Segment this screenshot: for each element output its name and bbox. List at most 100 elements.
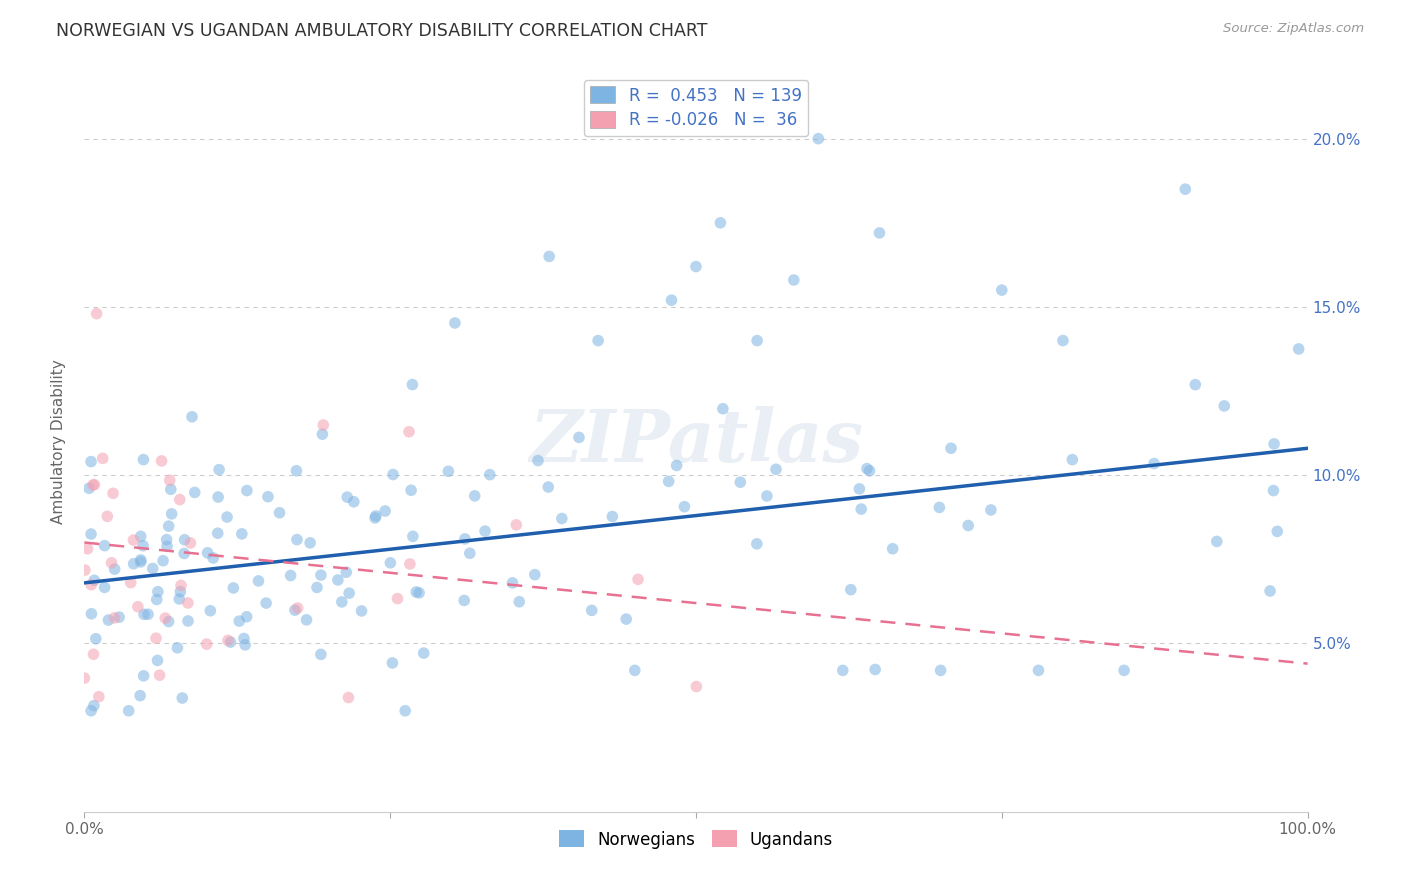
- Point: [169, 492, 191, 507]
- Point: [195, 637, 218, 651]
- Point: [157, 519, 180, 533]
- Point: [311, 427, 333, 442]
- Point: [387, 591, 409, 606]
- Point: [127, 599, 149, 614]
- Point: [474, 524, 496, 538]
- Point: [160, 507, 183, 521]
- Point: [129, 529, 152, 543]
- Point: [215, 510, 238, 524]
- Point: [284, 603, 307, 617]
- Point: [235, 609, 257, 624]
- Point: [93, 539, 115, 553]
- Point: [401, 377, 423, 392]
- Point: [295, 613, 318, 627]
- Point: [80, 607, 103, 621]
- Point: [326, 573, 349, 587]
- Point: [624, 664, 647, 678]
- Point: [132, 539, 155, 553]
- Point: [104, 562, 127, 576]
- Point: [658, 475, 681, 489]
- Point: [73, 671, 96, 685]
- Point: [122, 557, 145, 571]
- Point: [179, 536, 201, 550]
- Point: [173, 547, 195, 561]
- Point: [523, 567, 546, 582]
- Point: [364, 511, 387, 525]
- Point: [858, 464, 880, 478]
- Point: [405, 585, 427, 599]
- Point: [93, 581, 115, 595]
- Point: [132, 669, 155, 683]
- Point: [991, 283, 1014, 297]
- Point: [80, 704, 103, 718]
- Point: [285, 464, 308, 478]
- Point: [1205, 534, 1227, 549]
- Point: [77, 481, 100, 495]
- Point: [408, 586, 430, 600]
- Point: [437, 464, 460, 478]
- Point: [337, 690, 360, 705]
- Point: [170, 578, 193, 592]
- Point: [551, 511, 574, 525]
- Point: [478, 467, 501, 482]
- Point: [177, 596, 200, 610]
- Point: [228, 614, 250, 628]
- Point: [783, 273, 806, 287]
- Point: [269, 506, 291, 520]
- Point: [337, 586, 360, 600]
- Point: [280, 568, 302, 582]
- Point: [939, 442, 962, 456]
- Point: [108, 610, 131, 624]
- Point: [146, 653, 169, 667]
- Point: [236, 483, 259, 498]
- Point: [627, 572, 650, 586]
- Point: [80, 577, 103, 591]
- Text: Source: ZipAtlas.com: Source: ZipAtlas.com: [1223, 22, 1364, 36]
- Point: [157, 615, 180, 629]
- Point: [148, 668, 170, 682]
- Text: NORWEGIAN VS UGANDAN AMBULATORY DISABILITY CORRELATION CHART: NORWEGIAN VS UGANDAN AMBULATORY DISABILI…: [56, 22, 707, 40]
- Point: [444, 316, 467, 330]
- Point: [381, 656, 404, 670]
- Point: [382, 467, 405, 482]
- Point: [1184, 377, 1206, 392]
- Point: [299, 536, 322, 550]
- Point: [166, 640, 188, 655]
- Point: [586, 334, 609, 348]
- Point: [312, 417, 335, 432]
- Point: [73, 563, 96, 577]
- Point: [839, 582, 862, 597]
- Point: [336, 490, 359, 504]
- Point: [222, 581, 245, 595]
- Point: [86, 307, 108, 321]
- Point: [83, 647, 105, 661]
- Point: [100, 556, 122, 570]
- Point: [665, 458, 688, 473]
- Point: [207, 490, 229, 504]
- Point: [685, 260, 707, 274]
- Point: [343, 495, 366, 509]
- Point: [150, 454, 173, 468]
- Point: [330, 595, 353, 609]
- Point: [219, 635, 242, 649]
- Point: [122, 533, 145, 547]
- Point: [335, 565, 357, 579]
- Point: [1263, 483, 1285, 498]
- Point: [1213, 399, 1236, 413]
- Point: [1265, 524, 1288, 539]
- Point: [257, 490, 280, 504]
- Point: [453, 593, 475, 607]
- Legend: Norwegians, Ugandans: Norwegians, Ugandans: [553, 823, 839, 855]
- Point: [928, 500, 950, 515]
- Point: [217, 633, 239, 648]
- Point: [661, 293, 683, 308]
- Point: [197, 546, 219, 560]
- Point: [231, 527, 253, 541]
- Point: [76, 541, 98, 556]
- Point: [848, 482, 870, 496]
- Point: [145, 592, 167, 607]
- Y-axis label: Ambulatory Disability: Ambulatory Disability: [51, 359, 66, 524]
- Point: [745, 537, 768, 551]
- Point: [132, 452, 155, 467]
- Point: [247, 574, 270, 588]
